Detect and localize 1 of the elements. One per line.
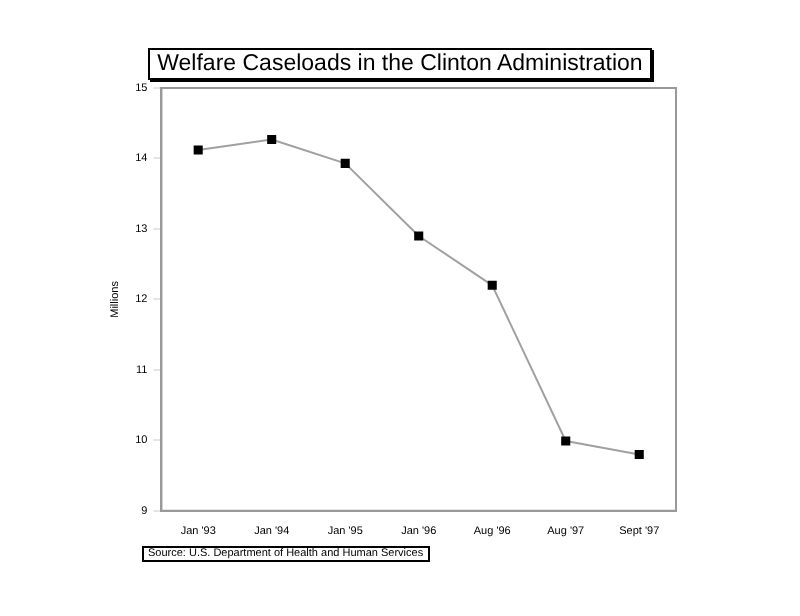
chart-title: Welfare Caseloads in the Clinton Administration [147, 48, 653, 80]
